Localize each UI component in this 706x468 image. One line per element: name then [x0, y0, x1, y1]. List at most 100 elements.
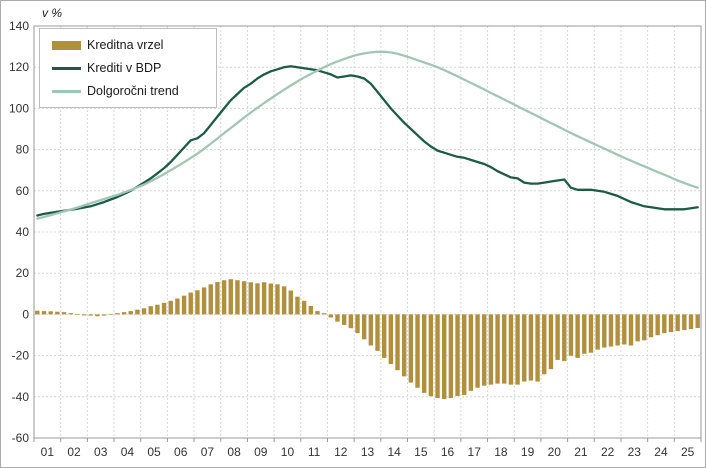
bar	[381, 314, 387, 358]
bar	[208, 284, 213, 315]
bar	[135, 309, 140, 315]
bar	[228, 279, 233, 315]
chart-legend: Kreditna vrzel Krediti v BDP Dolgoročni …	[39, 28, 217, 108]
bar	[555, 314, 560, 360]
y-axis-tick-label: 140	[9, 19, 29, 33]
bar	[181, 295, 187, 315]
bar	[81, 314, 87, 316]
y-axis-tick-label: 120	[9, 60, 29, 74]
bar	[675, 314, 680, 332]
y-axis-tick-label: 80	[16, 143, 30, 157]
bar	[68, 313, 73, 315]
bar	[502, 314, 507, 384]
bar	[588, 314, 594, 353]
bar	[595, 314, 600, 350]
legend-item-dolgorocni-trend: Dolgoročni trend	[52, 84, 206, 98]
x-axis-tick-label: 11	[308, 445, 321, 459]
x-axis-tick-label: 23	[628, 445, 642, 459]
y-axis-labels: -60 -40 -20 0 20 40 60 80 100 120 140	[9, 19, 29, 445]
bar	[201, 287, 207, 315]
bar	[662, 314, 667, 334]
bar	[468, 314, 474, 391]
bar	[241, 281, 247, 315]
bar	[575, 314, 580, 358]
bar	[522, 314, 527, 382]
x-axis-tick-label: 24	[654, 445, 668, 459]
bar	[55, 311, 60, 315]
bar-swatch-icon	[52, 40, 81, 50]
credit-gap-bars	[35, 279, 700, 400]
bar	[628, 314, 634, 346]
y-axis-tick-label: -40	[12, 390, 30, 404]
bar	[375, 314, 380, 351]
y-axis-unit-label: v %	[42, 6, 63, 20]
y-axis-tick-label: 100	[9, 101, 29, 115]
bar	[421, 314, 427, 393]
bar	[101, 314, 107, 316]
light-line-swatch-icon	[52, 89, 81, 93]
bar	[655, 314, 660, 336]
x-axis-tick-label: 09	[254, 445, 268, 459]
bar	[141, 308, 147, 315]
gridlines	[34, 26, 701, 438]
bar	[255, 283, 260, 315]
bar	[548, 314, 554, 370]
y-axis-tick-label: -20	[12, 349, 30, 363]
bar	[615, 314, 620, 346]
bar	[542, 314, 547, 375]
bar	[635, 314, 640, 342]
y-axis-tick-label: 60	[16, 184, 30, 198]
bar	[175, 298, 180, 315]
bar	[515, 314, 520, 385]
y-axis-tick-label: 40	[16, 225, 30, 239]
y-axis-tick-label: -60	[12, 431, 30, 445]
x-axis-tick-label: 25	[681, 445, 695, 459]
bar	[221, 280, 227, 315]
bar	[155, 304, 160, 315]
bar	[335, 314, 340, 322]
bar	[328, 314, 334, 318]
bar	[321, 313, 327, 315]
bar	[128, 311, 133, 315]
bar	[188, 292, 193, 315]
legend-item-kreditna-vrzel: Kreditna vrzel	[52, 38, 206, 52]
bar	[115, 313, 120, 315]
plot-border	[33, 25, 702, 439]
y-axis-tick-label: 20	[16, 266, 30, 280]
bar	[395, 314, 400, 371]
bar	[495, 314, 500, 384]
bar	[508, 314, 514, 385]
bar	[195, 290, 200, 315]
x-axis-tick-label: 15	[414, 445, 428, 459]
x-axis-tick-label: 01	[41, 445, 55, 459]
dark-line-swatch-icon	[52, 66, 81, 70]
bar	[428, 314, 434, 397]
bar	[48, 311, 53, 315]
bar	[401, 314, 407, 377]
bar	[315, 311, 320, 315]
x-axis-tick-label: 08	[227, 445, 241, 459]
bar	[455, 314, 460, 396]
x-axis-tick-label: 17	[468, 445, 482, 459]
bar	[235, 280, 240, 315]
bar	[688, 314, 694, 330]
y-axis-tick-label: 0	[22, 307, 29, 321]
bar	[582, 314, 587, 354]
bar	[61, 312, 67, 315]
x-axis-tick-label: 12	[334, 445, 348, 459]
x-axis-tick-label: 21	[574, 445, 588, 459]
x-axis-tick-label: 18	[494, 445, 508, 459]
bar	[268, 283, 273, 315]
bar	[95, 314, 100, 317]
bar	[288, 290, 293, 315]
x-axis-tick-label: 19	[521, 445, 535, 459]
x-axis-tick-label: 22	[601, 445, 615, 459]
bar	[668, 314, 674, 333]
bar	[448, 314, 454, 399]
bar	[355, 314, 360, 334]
bar	[361, 314, 367, 340]
bar	[488, 314, 494, 385]
bar	[435, 314, 440, 399]
